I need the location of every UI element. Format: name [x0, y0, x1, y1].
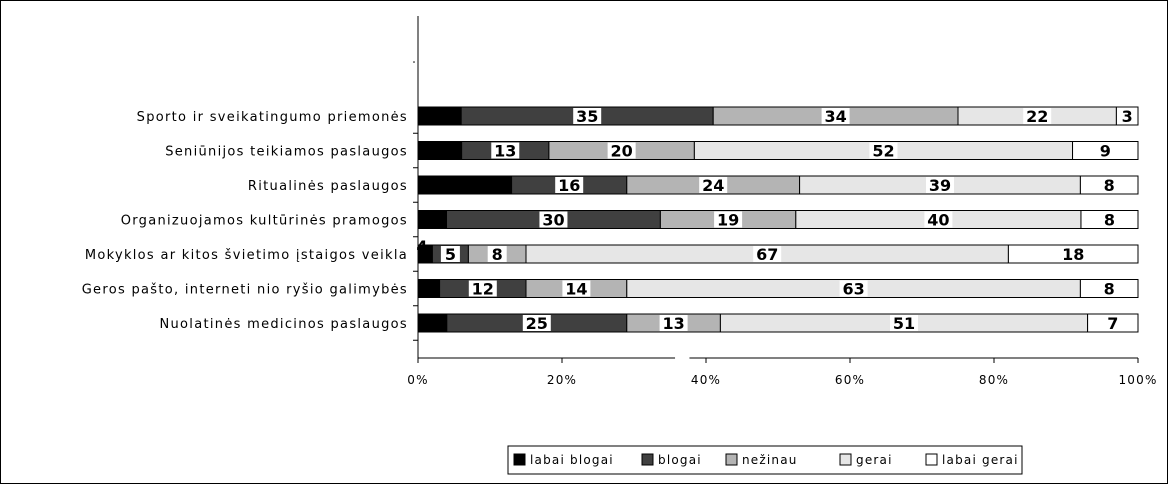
data-label: 25	[526, 314, 548, 333]
category-label: Mokyklos ar kitos švietimo įstaigos veik…	[85, 248, 408, 263]
bar-segment	[417, 210, 448, 229]
x-tick-label: 0%	[407, 373, 428, 387]
x-tick-label: 40%	[691, 373, 721, 387]
legend-swatch	[925, 453, 938, 466]
data-label: 12	[472, 280, 494, 299]
data-label: 40	[927, 211, 949, 230]
data-label-bg	[487, 246, 507, 262]
category-label: Seniūnijos teikiamos paslaugos	[165, 145, 408, 160]
data-label: 9	[1100, 142, 1111, 161]
legend-swatch	[839, 453, 852, 466]
data-label-bg	[890, 315, 918, 331]
data-label-bg	[539, 211, 568, 228]
data-label: 39	[929, 176, 951, 195]
data-label-bg	[1103, 315, 1123, 331]
category-label: Ritualinės paslaugos	[248, 179, 408, 194]
data-label-bg	[1099, 211, 1119, 228]
legend-label: gerai	[856, 453, 893, 467]
bar-segment	[417, 175, 513, 195]
data-label-bg	[491, 142, 520, 159]
legend-label: blogai	[658, 453, 702, 467]
data-label-bg	[659, 315, 688, 331]
legend-label: labai blogai	[530, 453, 614, 467]
data-label-bg	[926, 177, 954, 193]
data-label-bg	[869, 142, 898, 159]
data-label-bg	[1117, 108, 1137, 124]
data-label: 14	[565, 280, 587, 299]
data-label: 34	[824, 107, 846, 126]
legend-swatch	[725, 453, 738, 466]
data-label: 30	[542, 211, 564, 230]
data-label: 67	[756, 245, 778, 264]
category-label: Sporto ir sveikatingumo priemonės	[137, 110, 408, 125]
data-label-bg	[839, 280, 868, 297]
data-label-bg	[753, 246, 782, 262]
data-label-bg	[522, 315, 551, 331]
data-label: 24	[702, 176, 724, 195]
data-label: 52	[872, 142, 894, 161]
data-label: 51	[893, 314, 915, 333]
data-label-bg	[699, 177, 728, 193]
category-label: Geros pašto, interneti nio ryšio galimyb…	[82, 283, 408, 298]
data-label: 35	[576, 107, 598, 126]
data-label-bg	[714, 211, 743, 228]
data-label-bg	[555, 177, 584, 193]
data-label-bg	[468, 280, 497, 297]
annotation-label: 4	[416, 237, 427, 256]
data-label-bg	[1099, 177, 1119, 193]
bar-segment	[417, 279, 441, 298]
legend-label: labai gerai	[942, 453, 1019, 467]
data-label-bg	[607, 142, 636, 159]
data-label: 19	[717, 211, 739, 230]
x-tick-label: 100%	[1118, 373, 1157, 387]
data-label-bg	[1023, 108, 1052, 124]
x-tick-label: 60%	[835, 373, 865, 387]
legend-label: nežinau	[742, 453, 798, 467]
data-label: 16	[558, 176, 580, 195]
data-label-bg	[821, 108, 850, 124]
data-label-bg	[1099, 280, 1119, 297]
data-label: 3	[1122, 107, 1133, 126]
axis-gap	[675, 345, 690, 361]
data-label: 8	[1104, 211, 1115, 230]
legend-swatch	[641, 453, 654, 466]
data-label: 13	[494, 142, 516, 161]
axis-dot-marker	[413, 61, 415, 63]
data-label: 5	[445, 245, 456, 264]
data-label: 8	[1104, 280, 1115, 299]
x-tick-label: 80%	[979, 373, 1009, 387]
category-label: Organizuojamos kultūrinės pramogos	[121, 214, 408, 229]
data-label: 8	[492, 245, 503, 264]
category-label: Nuolatinės medicinos paslaugos	[159, 317, 408, 332]
data-label-bg	[573, 108, 602, 124]
bar-segment	[417, 313, 448, 333]
data-label: 20	[611, 142, 633, 161]
data-label: 13	[662, 314, 684, 333]
data-label: 63	[842, 280, 864, 299]
bar-segment	[417, 106, 462, 126]
data-label: 7	[1107, 314, 1118, 333]
data-label: 18	[1062, 245, 1084, 264]
legend-swatch	[513, 453, 526, 466]
x-tick-label: 20%	[547, 373, 577, 387]
data-label-bg	[1095, 142, 1115, 159]
bar-segment	[417, 141, 463, 160]
data-label: 8	[1104, 176, 1115, 195]
data-label-bg	[1059, 246, 1088, 262]
data-label-bg	[440, 246, 460, 262]
data-label-bg	[924, 211, 953, 228]
data-label: 22	[1026, 107, 1048, 126]
data-label-bg	[562, 280, 591, 297]
